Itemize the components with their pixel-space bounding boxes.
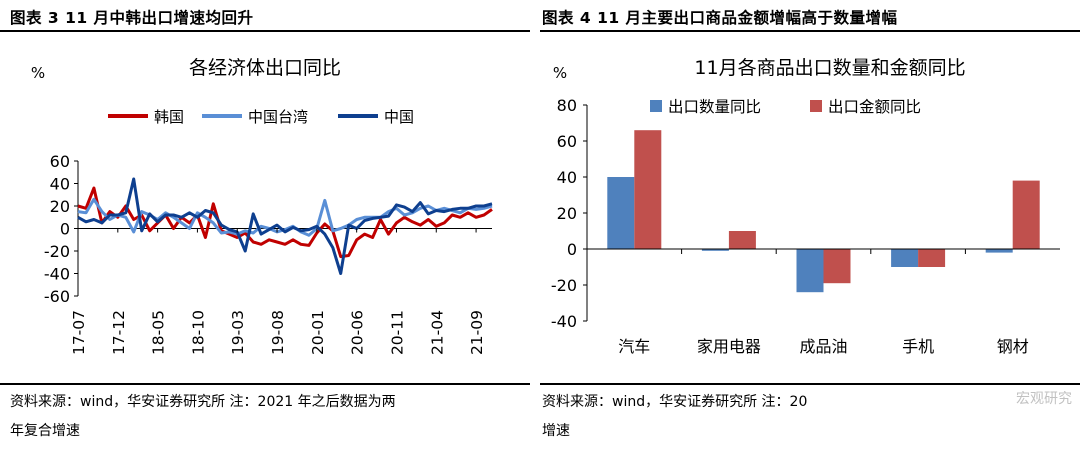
bar-legend-swatch-1 <box>650 100 662 112</box>
bar-1-5 <box>985 249 1013 253</box>
chart2-title: 11月各商品出口数量和金额同比 <box>694 57 965 79</box>
chart2-xtick-label: 钢材 <box>997 337 1029 356</box>
left-top-rule <box>0 30 530 32</box>
legend-label-2: 中国台湾 <box>248 108 308 126</box>
chart1-xtick-label: 20-01 <box>309 310 327 355</box>
chart2-ytick-label: -40 <box>551 312 577 331</box>
chart1-ytick-label: -20 <box>44 242 70 261</box>
chart1-xtick-label: 19-03 <box>229 310 247 355</box>
legend-label-1: 韩国 <box>154 108 184 126</box>
chart1-ytick-label: -40 <box>44 265 70 284</box>
bar-1-3 <box>796 249 824 293</box>
chart1-xtick-label: 20-11 <box>388 310 406 355</box>
chart1-ytick-label: 40 <box>50 175 70 194</box>
chart1-ytick-label: 20 <box>50 197 70 216</box>
chart1-title: 各经济体出口同比 <box>189 57 341 79</box>
chart2-ytick-label: -20 <box>551 276 577 295</box>
legend-label-3: 中国 <box>384 108 414 126</box>
right-top-rule <box>540 30 1080 32</box>
watermark: 宏观研究 <box>1016 391 1072 407</box>
right-footnote: 资料来源：wind，华安证券研究所 注：20 增速 <box>542 388 807 446</box>
left-footnote-line1: 资料来源：wind，华安证券研究所 注：2021 年之后数据为两 <box>10 394 396 410</box>
bar-1-4 <box>891 249 919 267</box>
right-bar-chart: 11月各商品出口数量和金额同比% 出口数量同比 出口金额同比 80 60 40 20 0 -20… <box>551 57 1060 356</box>
right-bottom-rule <box>540 383 1080 385</box>
left-heading: 图表 3 11 月中韩出口增速均回升 <box>10 9 254 27</box>
bar-2-1 <box>634 130 662 249</box>
chart1-xtick-label: 21-09 <box>468 310 486 355</box>
chart2-ytick-label: 80 <box>557 96 577 115</box>
left-footnote: 资料来源：wind，华安证券研究所 注：2021 年之后数据为两 年复合增速 <box>10 388 396 446</box>
chart2-ytick-label: 0 <box>567 240 577 259</box>
left-footnote-line2: 年复合增速 <box>10 423 80 439</box>
bar-2-5 <box>1012 180 1040 249</box>
series-line-1 <box>77 186 493 259</box>
chart1-ylabel: % <box>31 64 45 82</box>
chart2-xtick-label: 汽车 <box>618 337 650 356</box>
chart2-ytick-label: 60 <box>557 132 577 151</box>
chart2-ytick-label: 40 <box>557 168 577 187</box>
chart1-xtick-label: 17-12 <box>110 310 128 355</box>
chart1-xtick-label: 18-05 <box>150 310 168 355</box>
bar-2-4 <box>918 249 946 267</box>
chart1-xtick-label: 21-04 <box>428 310 446 355</box>
chart1-ytick-label: 60 <box>50 152 70 171</box>
bar-legend-swatch-2 <box>810 100 822 112</box>
bar-1-1 <box>607 177 635 249</box>
chart1-ytick-label: 0 <box>60 220 70 239</box>
chart2-xtick-label: 手机 <box>902 337 934 356</box>
bar-legend-label-2: 出口金额同比 <box>828 98 921 116</box>
left-bottom-rule <box>0 383 530 385</box>
right-panel: 图表 4 11 月主要出口商品金额增幅高于数量增幅 11月各商品出口数量和金额同… <box>540 0 1080 449</box>
right-heading: 图表 4 11 月主要出口商品金额增幅高于数量增幅 <box>542 9 898 27</box>
chart1-ytick-label: -60 <box>44 287 70 306</box>
chart2-ytick-label: 20 <box>557 204 577 223</box>
right-footnote-line2: 增速 <box>542 423 570 439</box>
chart1-xtick-label: 17-07 <box>70 310 88 355</box>
bar-1-2 <box>701 249 729 251</box>
bar-2-3 <box>823 249 851 284</box>
series-line-3 <box>77 177 493 275</box>
left-panel: 图表 3 11 月中韩出口增速均回升 各经济体出口同比% 韩国 中国台湾 中国 60 40… <box>0 0 530 449</box>
right-footnote-line1: 资料来源：wind，华安证券研究所 注：20 <box>542 394 808 410</box>
bar-legend-label-1: 出口数量同比 <box>668 98 761 116</box>
chart1-xtick-label: 19-08 <box>269 310 287 355</box>
chart1-xtick-label: 18-10 <box>189 310 207 355</box>
chart2-xtick-label: 成品油 <box>799 337 847 356</box>
chart1-xtick-label: 20-06 <box>349 310 367 355</box>
chart2-ylabel: % <box>553 64 567 82</box>
bar-2-2 <box>728 231 756 249</box>
chart2-xtick-label: 家用电器 <box>697 337 761 356</box>
